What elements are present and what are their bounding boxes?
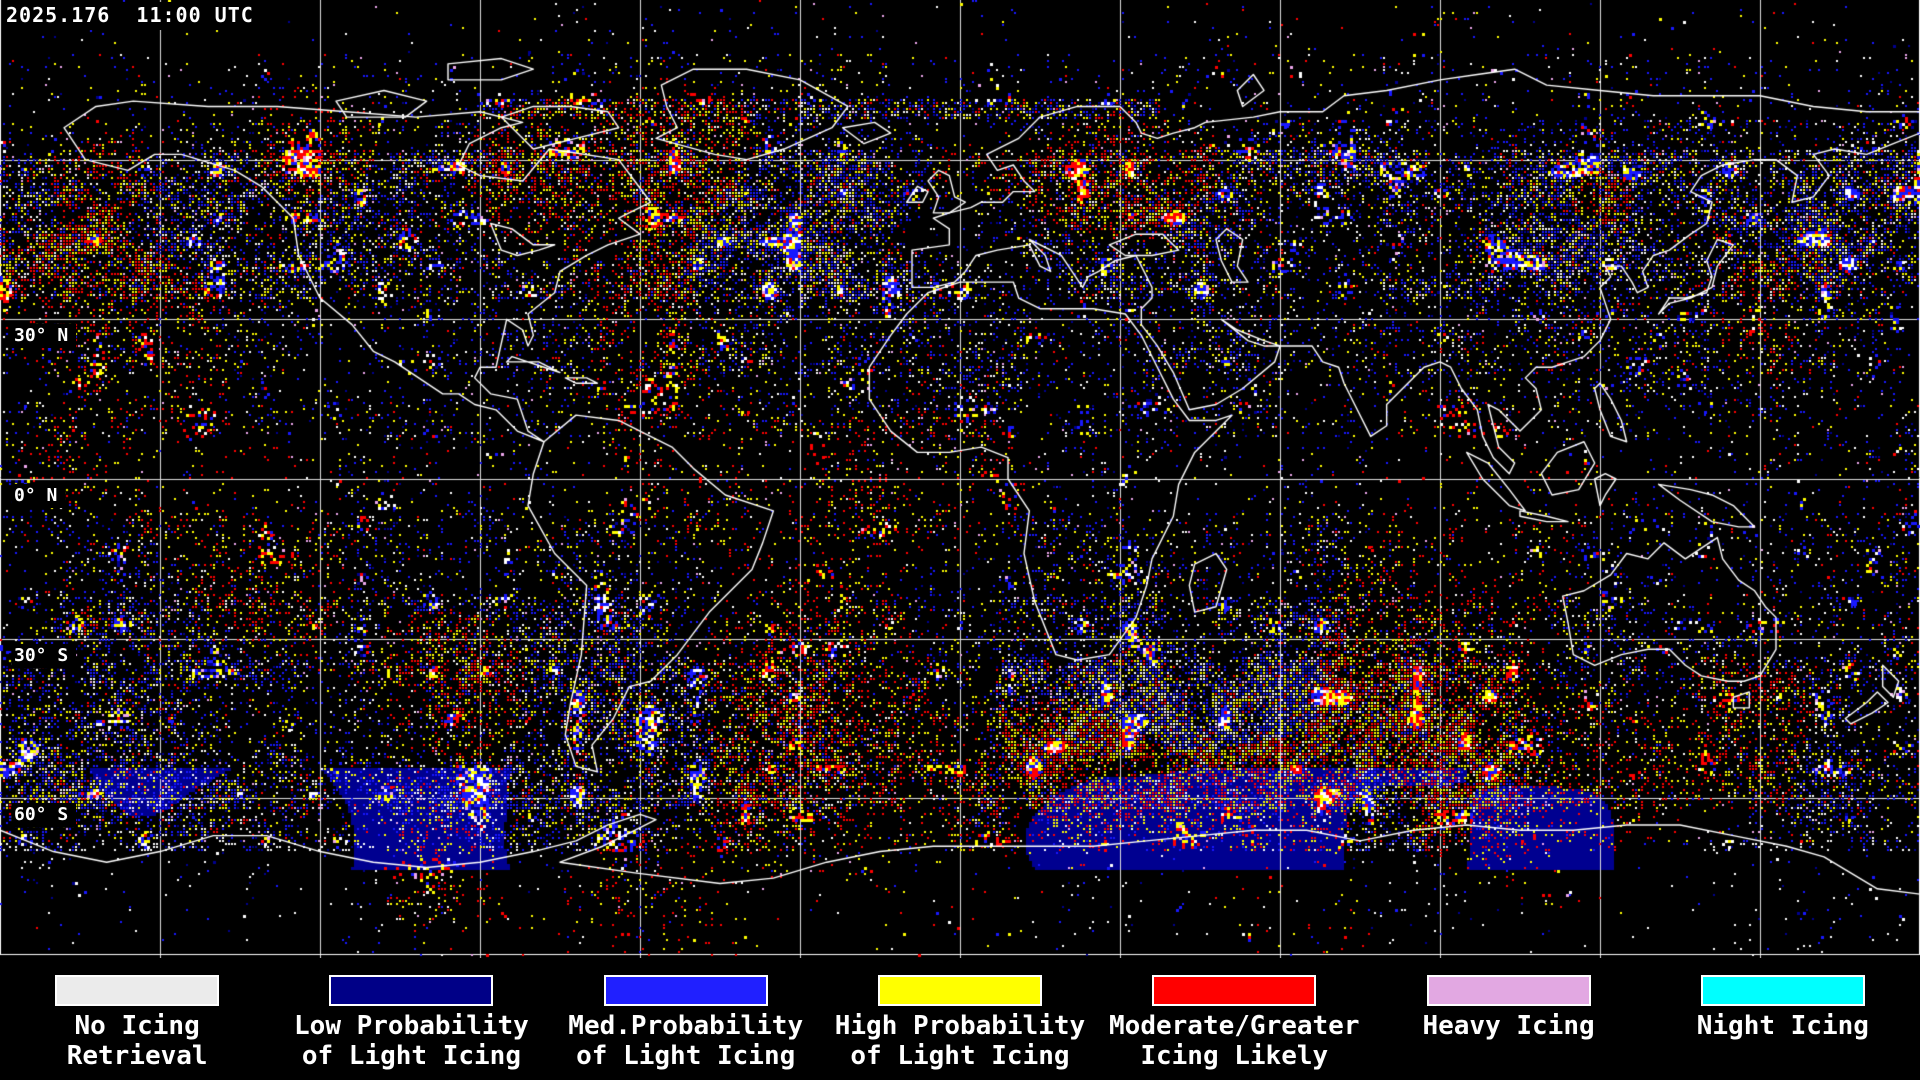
- legend-swatch-high-probability-light-icing: [877, 975, 1042, 1006]
- legend-swatch-moderate-greater-icing: [1152, 975, 1317, 1006]
- legend-label-night-icing: Night Icing: [1696, 1011, 1869, 1041]
- latitude-label: 30° S: [12, 643, 77, 668]
- legend-label-low-probability-light-icing: Low Probability of Light Icing: [294, 1011, 529, 1071]
- legend-item-night-icing: Night Icing: [1646, 958, 1920, 1080]
- latitude-label: 0° N: [12, 484, 66, 508]
- legend-item-low-probability-light-icing: Low Probability of Light Icing: [274, 958, 548, 1080]
- legend-label-med-probability-light-icing: Med.Probability of Light Icing: [568, 1011, 804, 1071]
- legend-label-moderate-greater-icing: Moderate/Greater Icing Likely: [1109, 1011, 1360, 1071]
- legend-item-no-icing-retrieval: No Icing Retrieval: [0, 958, 274, 1080]
- legend-label-high-probability-light-icing: High Probability of Light Icing: [834, 1011, 1086, 1071]
- legend-label-heavy-icing: Heavy Icing: [1422, 1011, 1595, 1041]
- legend-item-moderate-greater-icing: Moderate/Greater Icing Likely: [1097, 958, 1371, 1080]
- legend-label-no-icing-retrieval: No Icing Retrieval: [66, 1011, 208, 1071]
- legend-item-heavy-icing: Heavy Icing: [1371, 958, 1645, 1080]
- world-map-canvas: [0, 0, 1920, 958]
- legend-swatch-night-icing: [1700, 975, 1865, 1006]
- legend-swatch-heavy-icing: [1426, 975, 1591, 1006]
- legend-swatch-no-icing-retrieval: [55, 975, 220, 1006]
- legend-swatch-med-probability-light-icing: [603, 975, 768, 1006]
- global-icing-map: 2025.176 11:00 UTC 30° N 0° N 30° S 60° S: [0, 0, 1920, 958]
- latitude-label: 30° N: [12, 324, 77, 349]
- legend: No Icing Retrieval Low Probability of Li…: [0, 958, 1920, 1080]
- legend-item-med-probability-light-icing: Med.Probability of Light Icing: [549, 958, 823, 1080]
- legend-item-high-probability-light-icing: High Probability of Light Icing: [823, 958, 1097, 1080]
- timestamp: 2025.176 11:00 UTC: [4, 2, 264, 30]
- legend-swatch-low-probability-light-icing: [329, 975, 494, 1006]
- latitude-label: 60° S: [12, 803, 77, 828]
